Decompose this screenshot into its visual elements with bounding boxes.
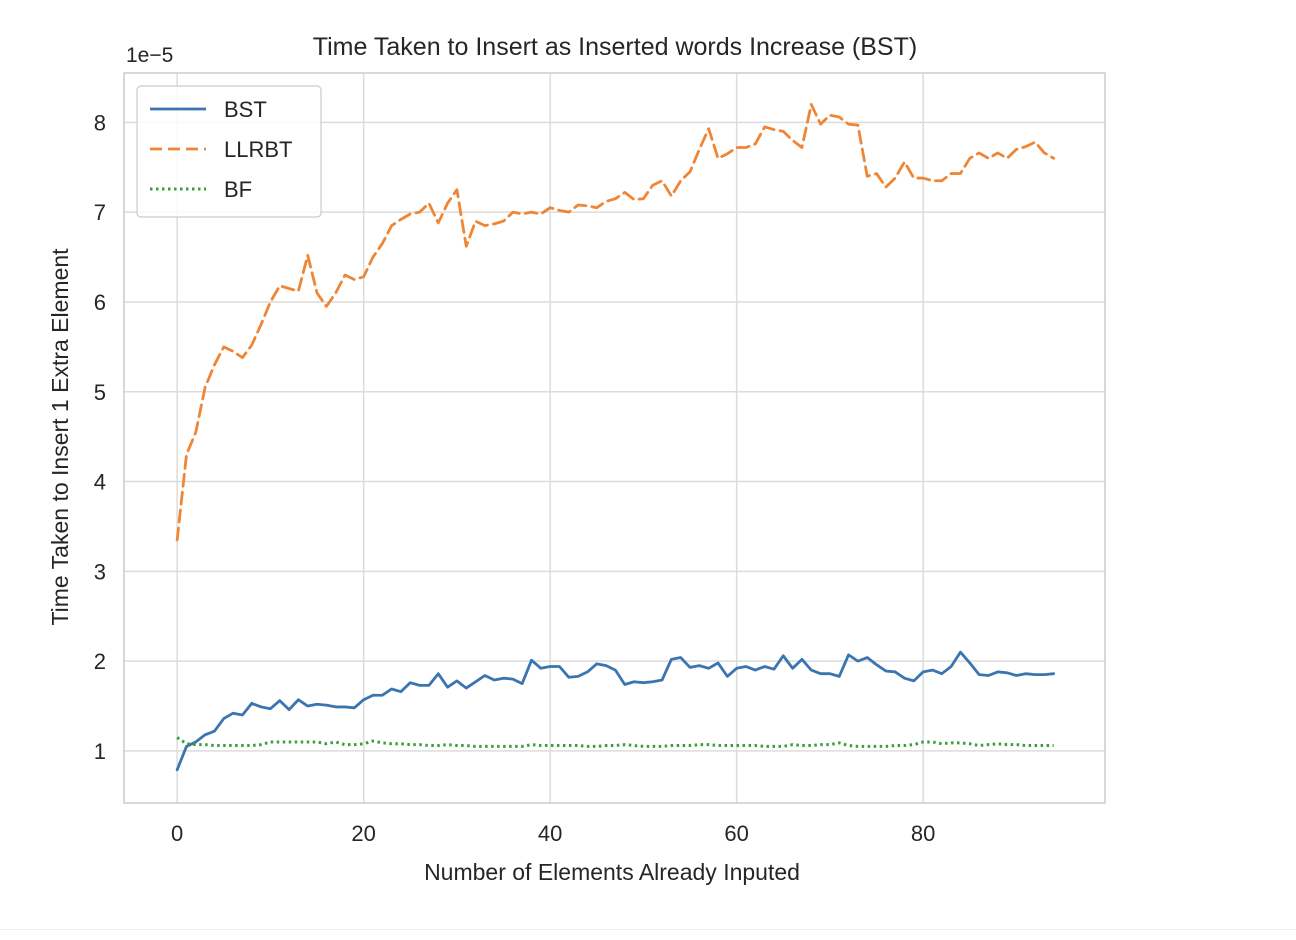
- series-line-bf: [176, 736, 1054, 748]
- series-line-bst: [175, 650, 1056, 772]
- y-tick-label: 6: [94, 290, 106, 315]
- legend-items: BST LLRBT BF: [150, 97, 292, 202]
- y-axis-label: Time Taken to Insert 1 Extra Element: [47, 248, 73, 626]
- y-tick-label: 8: [94, 110, 106, 135]
- legend: BST LLRBT BF: [136, 85, 322, 218]
- x-tick-label: 40: [538, 821, 562, 846]
- x-axis-label: Number of Elements Already Inputed: [424, 859, 800, 885]
- y-offset-label: 1e−5: [126, 44, 173, 67]
- y-tick-label: 2: [94, 649, 106, 674]
- x-tick-label: 0: [171, 821, 183, 846]
- x-tick-label: 20: [351, 821, 375, 846]
- legend-label-llrbt: LLRBT: [224, 137, 292, 162]
- legend-box: [136, 85, 322, 218]
- y-tick-label: 5: [94, 380, 106, 405]
- x-tick-label: 80: [911, 821, 935, 846]
- x-tick-label: 60: [724, 821, 748, 846]
- series-layer: [175, 103, 1056, 772]
- series-line-llrbt: [175, 103, 1056, 542]
- y-tick-label: 3: [94, 559, 106, 584]
- y-tick-label: 4: [94, 470, 106, 495]
- legend-label-bf: BF: [224, 177, 252, 202]
- legend-label-bst: BST: [224, 97, 267, 122]
- y-tick-label: 7: [94, 200, 106, 225]
- chart-title: Time Taken to Insert as Inserted words I…: [313, 33, 917, 61]
- tick-labels: 0 20 40 60 80 1 2 3 4 5 6 7 8: [94, 110, 936, 846]
- y-tick-label: 1: [94, 739, 106, 764]
- plot-frame: [123, 72, 1106, 804]
- bottom-divider: [0, 929, 1296, 930]
